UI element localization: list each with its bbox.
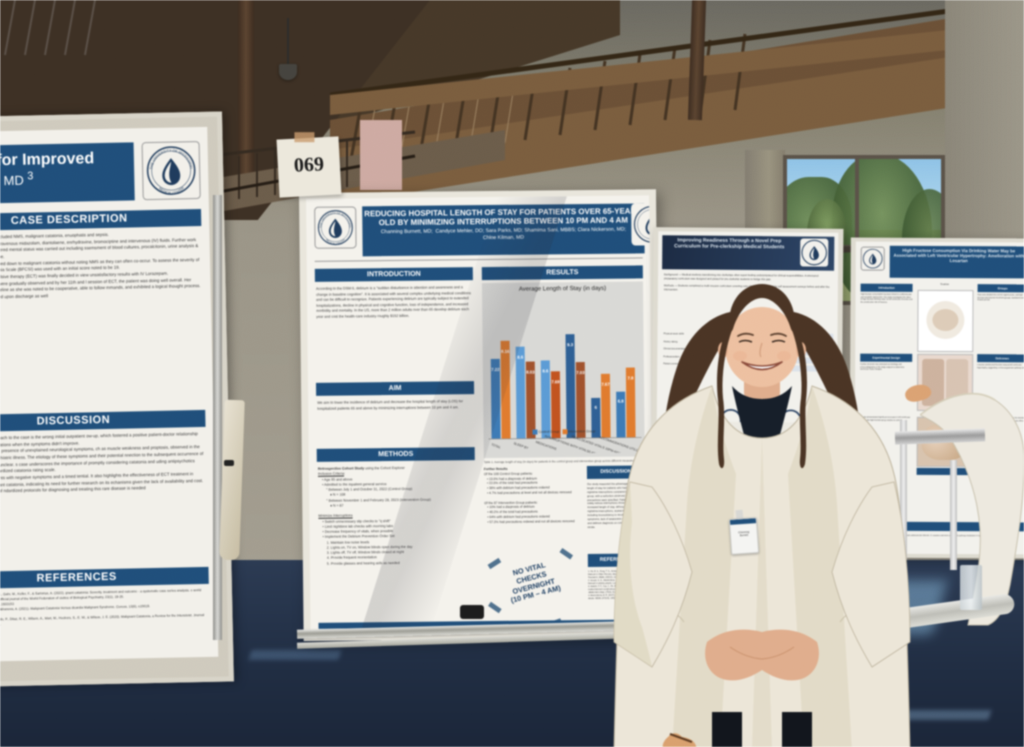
svg-text:8.6: 8.6 xyxy=(517,355,524,360)
svg-text:SLEEP BY: SLEEP BY xyxy=(513,441,530,450)
svg-text:7.03: 7.03 xyxy=(576,370,585,375)
svg-text:7.22: 7.22 xyxy=(491,367,500,372)
svg-text:8.16: 8.16 xyxy=(501,349,510,354)
svg-text:TOTAL: TOTAL xyxy=(491,442,502,449)
svg-text:8.6: 8.6 xyxy=(542,368,549,373)
svg-text:7.69: 7.69 xyxy=(551,379,560,384)
svg-text:7.67: 7.67 xyxy=(601,382,610,387)
svg-text:MEDICAL CENTER: MEDICAL CENTER xyxy=(158,186,186,196)
svg-text:MEDICATIONS: MEDICATIONS xyxy=(535,440,557,451)
svg-text:MEDICAL CENTER: MEDICAL CENTER xyxy=(325,238,346,245)
svg-text:9.3: 9.3 xyxy=(567,342,574,347)
svg-text:8.03: 8.03 xyxy=(526,370,535,375)
